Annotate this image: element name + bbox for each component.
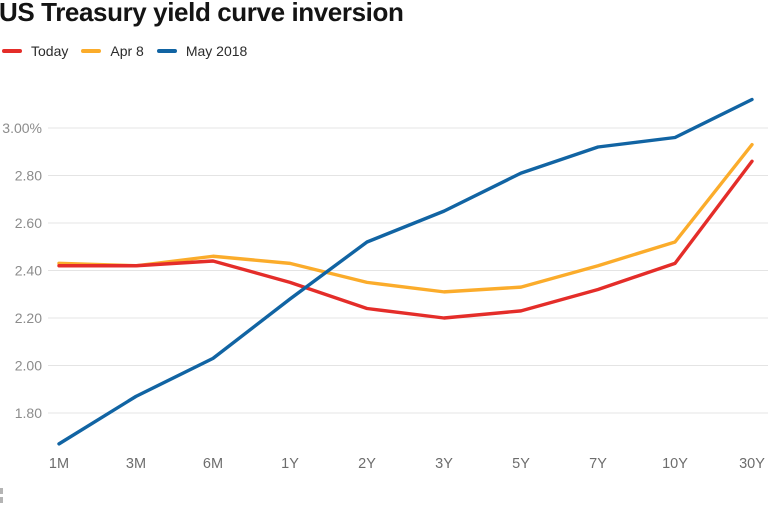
series-line-apr-8 — [57, 142, 754, 294]
legend-item-apr-8: Apr 8 — [81, 43, 144, 59]
legend-swatch-apr-8 — [81, 49, 102, 53]
legend-label-today: Today — [31, 43, 69, 59]
x-axis-tick-label: 6M — [203, 456, 223, 472]
x-axis-tick-label: 1Y — [281, 456, 299, 472]
y-axis-tick-label: 3.00% — [2, 120, 42, 136]
y-axis: 3.00% 2.80 2.60 2.40 2.20 2.00 1.80 — [2, 120, 768, 421]
legend-swatch-today — [2, 49, 22, 53]
x-axis-tick-label: 1M — [49, 456, 69, 472]
x-axis-tick-label: 5Y — [512, 456, 530, 472]
y-axis-tick-label: 2.40 — [15, 263, 42, 279]
y-axis-tick-label: 2.60 — [15, 215, 42, 231]
series-line-may-2018 — [57, 97, 754, 446]
x-axis-tick-label: 10Y — [662, 456, 688, 472]
x-axis-tick-label: 7Y — [589, 456, 607, 472]
chart-title: US Treasury yield curve inversion — [0, 0, 404, 27]
x-axis-tick-label: 2Y — [358, 456, 376, 472]
y-axis-tick-label: 2.20 — [15, 310, 42, 326]
x-axis: 1M 3M 6M 1Y 2Y 3Y 5Y 7Y 10Y 30Y — [49, 456, 765, 472]
cropped-text-fragment — [0, 488, 3, 504]
y-axis-tick-label: 2.00 — [15, 358, 42, 374]
y-axis-tick-label: 1.80 — [15, 405, 42, 421]
y-axis-tick-label: 2.80 — [15, 168, 42, 184]
legend-label-may-2018: May 2018 — [185, 43, 248, 59]
series-line-today — [57, 159, 754, 320]
legend-label-apr-8: Apr 8 — [110, 43, 144, 59]
x-axis-tick-label: 3M — [126, 456, 146, 472]
x-axis-tick-label: 30Y — [739, 456, 765, 472]
chart-legend: Today Apr 8 May 2018 — [2, 43, 247, 59]
legend-item-today: Today — [2, 43, 68, 59]
legend-swatch-may-2018 — [156, 49, 177, 53]
x-axis-tick-label: 3Y — [435, 456, 453, 472]
legend-item-may-2018: May 2018 — [156, 43, 248, 59]
